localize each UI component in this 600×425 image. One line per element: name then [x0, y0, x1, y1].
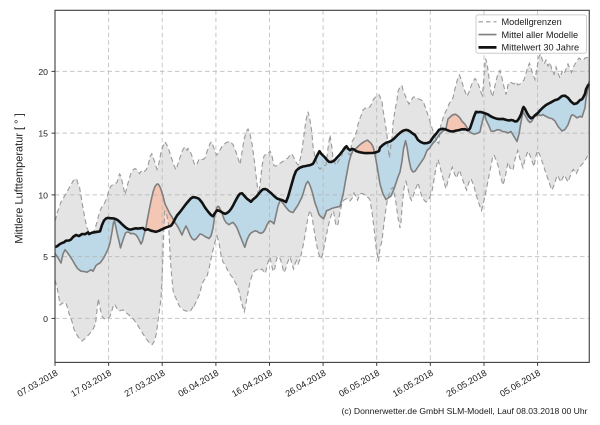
svg-text:(c) Donnerwetter.de GmbH SLM-M: (c) Donnerwetter.de GmbH SLM-Modell, Lau…	[342, 406, 588, 416]
svg-text:10: 10	[38, 190, 48, 200]
svg-text:Mittlere Lufttemperatur [ ° ]: Mittlere Lufttemperatur [ ° ]	[14, 113, 26, 243]
svg-text:Mittel aller Modelle: Mittel aller Modelle	[502, 30, 579, 40]
svg-text:5: 5	[43, 252, 48, 262]
svg-text:20: 20	[38, 67, 48, 77]
svg-text:0: 0	[43, 314, 48, 324]
svg-text:Mittelwert 30 Jahre: Mittelwert 30 Jahre	[502, 43, 580, 53]
svg-text:Modellgrenzen: Modellgrenzen	[502, 17, 562, 27]
svg-text:15: 15	[38, 129, 48, 139]
